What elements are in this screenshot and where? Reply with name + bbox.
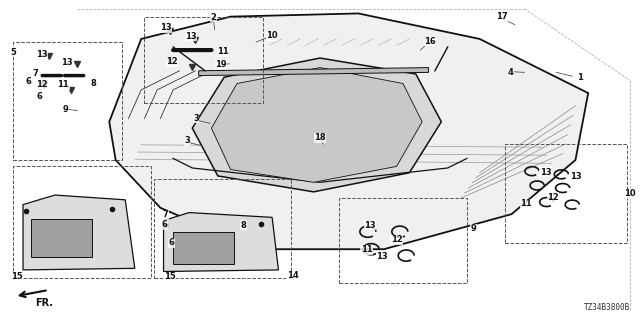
Text: 3: 3 <box>193 114 199 123</box>
Text: 5: 5 <box>10 48 17 57</box>
Polygon shape <box>192 58 442 192</box>
Text: 12: 12 <box>547 193 559 202</box>
Polygon shape <box>23 195 135 270</box>
Polygon shape <box>211 68 422 182</box>
Text: 17: 17 <box>496 12 508 21</box>
Text: 12: 12 <box>36 80 47 89</box>
Text: 3: 3 <box>184 136 190 145</box>
Text: 13: 13 <box>61 58 73 67</box>
Text: 13: 13 <box>376 252 388 261</box>
Text: 6: 6 <box>36 92 42 101</box>
Polygon shape <box>109 13 588 249</box>
Text: 4: 4 <box>508 68 513 77</box>
Text: 2: 2 <box>211 13 216 22</box>
Bar <box>154 179 291 278</box>
Text: 6: 6 <box>26 77 32 86</box>
Text: 7: 7 <box>163 210 168 219</box>
Bar <box>339 198 467 283</box>
Text: 13: 13 <box>540 168 551 177</box>
Text: 6: 6 <box>169 238 175 247</box>
Text: FR.: FR. <box>35 298 53 308</box>
Text: 19: 19 <box>215 60 227 69</box>
Bar <box>173 232 234 264</box>
Text: TZ34B3800B: TZ34B3800B <box>584 303 630 312</box>
Text: 13: 13 <box>364 221 376 230</box>
Bar <box>13 42 122 160</box>
Text: 6: 6 <box>162 220 168 229</box>
Bar <box>505 144 627 243</box>
Text: 11: 11 <box>217 47 229 56</box>
Text: 8: 8 <box>241 221 246 230</box>
Text: 9: 9 <box>63 106 68 115</box>
Text: 10: 10 <box>266 31 278 40</box>
Text: 16: 16 <box>424 37 436 46</box>
Text: 13: 13 <box>185 32 197 41</box>
Text: 7: 7 <box>32 69 38 78</box>
Text: 15: 15 <box>164 272 176 281</box>
Bar <box>31 219 92 257</box>
Text: 12: 12 <box>166 57 178 66</box>
Text: 13: 13 <box>570 172 581 181</box>
Polygon shape <box>164 212 278 271</box>
Text: 9: 9 <box>470 224 476 233</box>
Text: 12: 12 <box>391 235 403 244</box>
Polygon shape <box>198 68 429 76</box>
Text: 1: 1 <box>577 73 583 82</box>
Text: 15: 15 <box>11 272 22 281</box>
Text: 11: 11 <box>58 80 69 89</box>
Text: 11: 11 <box>520 199 532 208</box>
Text: 18: 18 <box>314 133 326 142</box>
Text: 13: 13 <box>36 50 48 59</box>
Bar <box>145 17 262 103</box>
Text: 13: 13 <box>159 23 172 32</box>
Text: 8: 8 <box>90 79 96 88</box>
Bar <box>13 166 151 278</box>
Text: 10: 10 <box>624 189 636 198</box>
Text: 11: 11 <box>361 245 372 254</box>
Text: 14: 14 <box>287 271 298 280</box>
